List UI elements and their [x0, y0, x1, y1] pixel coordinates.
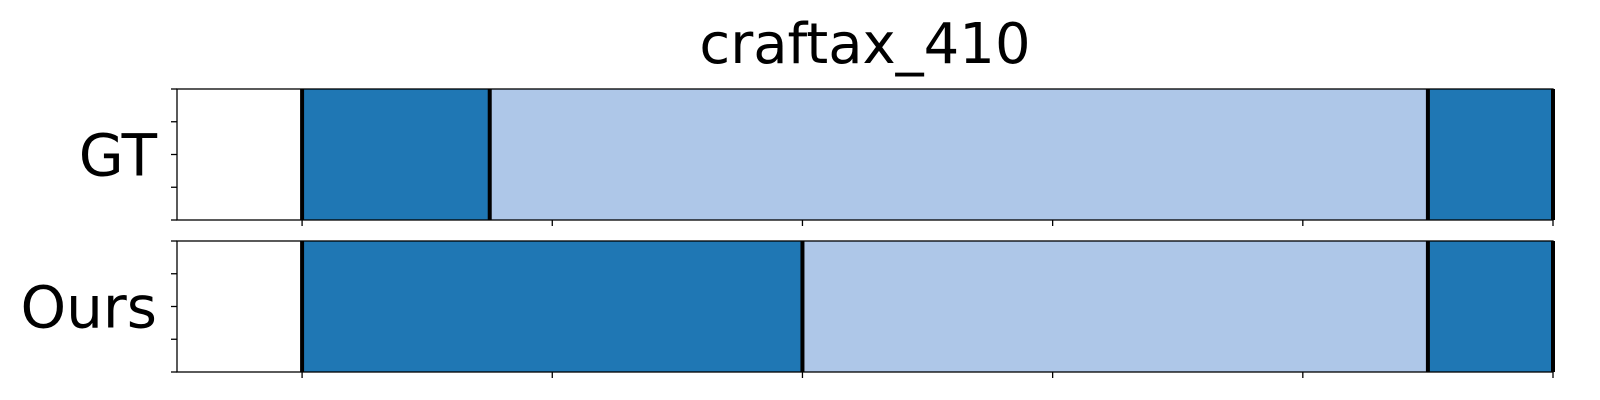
- segment-bar: [802, 241, 1428, 372]
- segment-bar: [302, 241, 803, 372]
- segment-bar: [489, 89, 1428, 220]
- rows-layer: GT Ours: [21, 88, 1555, 378]
- chart-title: craftax_410: [699, 12, 1030, 77]
- segment-bar: [302, 89, 490, 220]
- row-label-gt: GT: [79, 122, 158, 190]
- timeline-row-ours: Ours: [21, 240, 1555, 378]
- timeline-row-gt: GT: [79, 88, 1555, 226]
- row-label-ours: Ours: [21, 274, 157, 342]
- segment-bar: [1427, 241, 1553, 372]
- segment-bar: [1427, 89, 1553, 220]
